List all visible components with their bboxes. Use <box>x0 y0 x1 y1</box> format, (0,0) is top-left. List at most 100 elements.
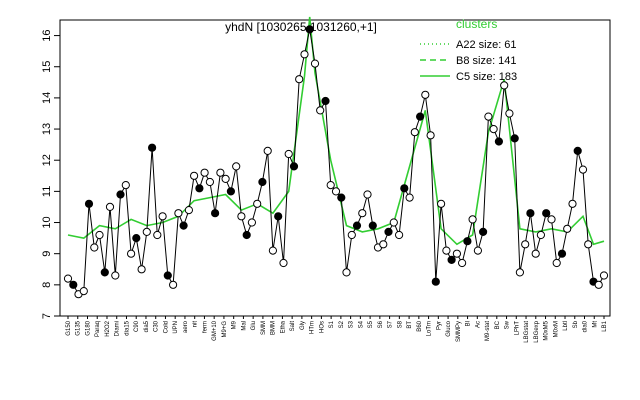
y-tick-label: 7 <box>41 313 53 319</box>
data-point <box>326 181 335 190</box>
x-tick-label: M0xM <box>553 321 559 337</box>
data-point <box>184 206 193 215</box>
x-tick-label: Pyr <box>436 321 442 330</box>
legend-label-c5: C5 size: 183 <box>456 71 517 83</box>
series-line <box>67 16 605 246</box>
data-point <box>484 112 493 121</box>
x-tick-label: Diami <box>115 321 121 336</box>
x-tick-label: B60 <box>417 320 423 331</box>
data-point <box>69 280 78 289</box>
data-point <box>594 280 603 289</box>
data-point <box>473 246 482 255</box>
data-point <box>247 218 256 227</box>
x-tick-label: S8 <box>397 320 403 328</box>
data-point <box>437 199 446 208</box>
data-point <box>358 209 367 218</box>
data-point <box>500 81 509 90</box>
x-tick-label: Gluco <box>446 320 452 336</box>
data-point <box>421 90 430 99</box>
data-point <box>331 187 341 196</box>
data-point <box>274 212 283 221</box>
x-tick-label: G180 <box>85 320 91 335</box>
data-point <box>127 249 136 258</box>
data-point <box>447 255 456 264</box>
x-tick-label: LB1 <box>602 320 608 331</box>
data-point <box>79 287 88 296</box>
y-tick-label: 13 <box>41 123 53 135</box>
data-point <box>379 240 388 249</box>
x-tick-label: Mal <box>241 321 247 331</box>
x-tick-label: dia5 <box>144 320 150 332</box>
x-tick-label: Glu <box>251 321 257 330</box>
chart-title: yhdN [1030265,1031260,+1] <box>225 20 377 34</box>
x-tick-label: S1 <box>329 320 335 328</box>
data-point <box>405 193 414 202</box>
series-layer <box>63 16 609 299</box>
data-point <box>426 131 435 140</box>
data-point <box>363 190 372 199</box>
x-tick-label: BT <box>407 321 413 329</box>
data-point <box>169 280 178 289</box>
x-tick-label: SMM <box>261 321 267 335</box>
data-point <box>452 249 461 258</box>
y-tick-label: 9 <box>41 251 53 257</box>
data-point <box>342 268 351 277</box>
x-tick-label: C90 <box>134 320 140 332</box>
x-tick-label: Salt <box>290 321 296 332</box>
x-tick-label: UPN <box>173 321 179 334</box>
series-line <box>67 29 605 295</box>
data-point <box>321 96 330 106</box>
data-point <box>84 199 94 208</box>
legend-title: clusters <box>456 17 497 31</box>
data-point <box>531 249 540 258</box>
y-tick-label: 12 <box>41 154 53 166</box>
data-point <box>153 230 162 240</box>
data-point <box>368 221 377 230</box>
data-point <box>179 221 188 230</box>
data-point <box>111 271 120 280</box>
data-point <box>505 109 514 118</box>
x-tick-label: H2O2 <box>105 320 111 336</box>
data-point <box>174 209 183 218</box>
x-tick-label: G150 <box>66 320 72 335</box>
data-point <box>305 25 314 34</box>
data-point <box>205 177 214 187</box>
data-point <box>400 184 409 193</box>
legend-label-a22: A22 size: 61 <box>456 39 517 51</box>
data-point <box>268 246 277 255</box>
data-point <box>578 165 588 174</box>
x-tick-label: GM+10 <box>212 320 218 341</box>
data-point <box>310 59 320 68</box>
data-point <box>132 234 141 243</box>
data-point <box>463 237 472 246</box>
data-point <box>232 162 241 171</box>
data-point <box>116 190 125 199</box>
data-point <box>121 181 130 190</box>
x-tick-label: BC <box>495 320 501 329</box>
y-tick-label: 14 <box>41 92 53 104</box>
x-tick-label: Etha <box>280 320 286 333</box>
data-point <box>352 221 362 230</box>
x-tick-label: Ac <box>475 321 481 328</box>
x-tick-label: aero <box>183 320 189 333</box>
data-point <box>221 174 230 183</box>
x-tick-label: Lbtl <box>563 321 569 331</box>
data-point <box>195 184 204 193</box>
data-point <box>237 212 246 221</box>
data-point <box>384 227 393 236</box>
data-point <box>226 187 235 196</box>
data-point <box>95 230 104 240</box>
data-point <box>552 258 561 268</box>
data-point <box>263 146 272 155</box>
data-point <box>510 134 519 143</box>
data-point <box>347 230 356 240</box>
data-point <box>289 162 299 171</box>
x-tick-label: LBGexp <box>534 320 540 342</box>
data-point <box>337 193 346 202</box>
x-tick-label: dia0 <box>583 320 589 332</box>
x-tick-label: S2 <box>339 320 345 328</box>
data-point <box>557 249 567 258</box>
data-point <box>242 230 251 240</box>
x-tick-label: Bl <box>466 321 472 326</box>
x-tick-label: S7 <box>388 320 394 328</box>
